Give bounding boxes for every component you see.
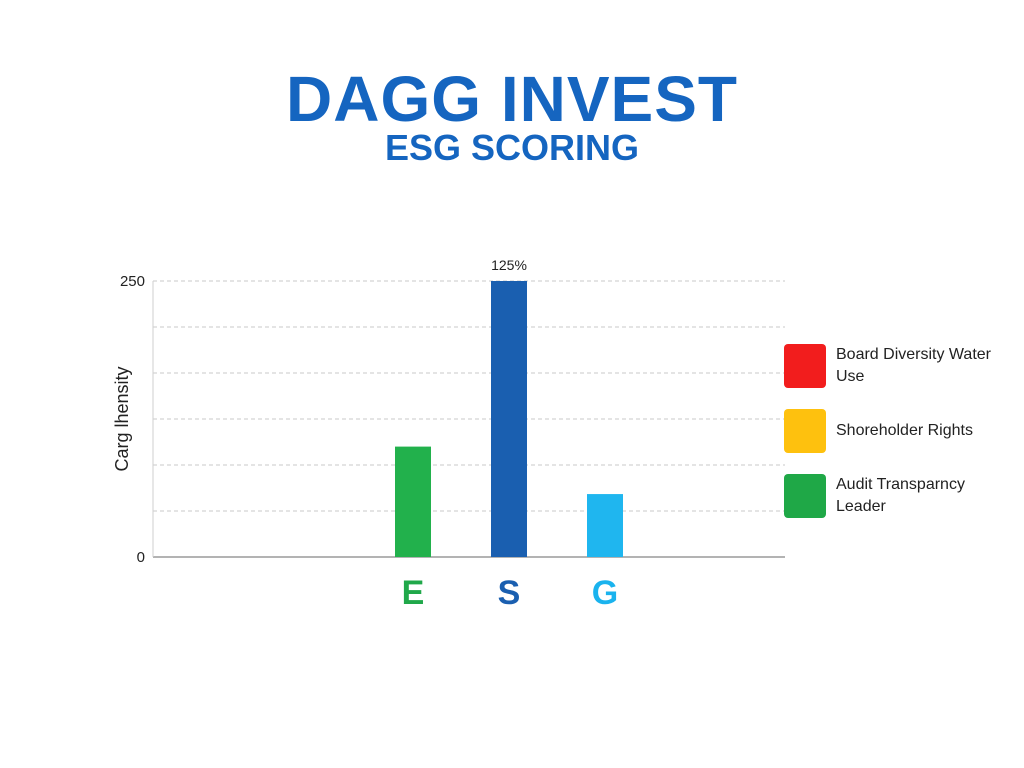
y-tick-label: 250 — [120, 273, 145, 290]
legend-swatch — [784, 344, 826, 388]
bar-data-label: 125% — [491, 257, 527, 273]
legend-label: Shoreholder Rights — [836, 422, 973, 439]
bar-e — [395, 446, 431, 557]
bar-g — [587, 494, 623, 557]
chart-legend: Board Diversity Water Use Shoreholder Rig… — [784, 344, 1014, 539]
legend-swatch — [784, 409, 826, 453]
bar-s — [491, 281, 527, 557]
page-subtitle: ESG SCORING — [384, 127, 640, 168]
legend-label: Audit Transparncy Leader — [836, 476, 965, 515]
page-title: DAGG INVEST — [286, 63, 738, 135]
x-category-label: E — [402, 574, 425, 612]
y-tick-label: 0 — [137, 549, 145, 566]
x-category-label: G — [592, 574, 618, 612]
legend-item: Shoreholder Rights — [784, 409, 1014, 453]
legend-item: Audit Transparncy Leader — [784, 474, 1014, 518]
legend-swatch — [784, 474, 826, 518]
legend-label: Board Diversity Water Use — [836, 346, 991, 385]
y-axis-label: Carg lhensity — [112, 366, 132, 471]
legend-item: Board Diversity Water Use — [784, 344, 1014, 388]
x-category-label: S — [498, 574, 521, 612]
